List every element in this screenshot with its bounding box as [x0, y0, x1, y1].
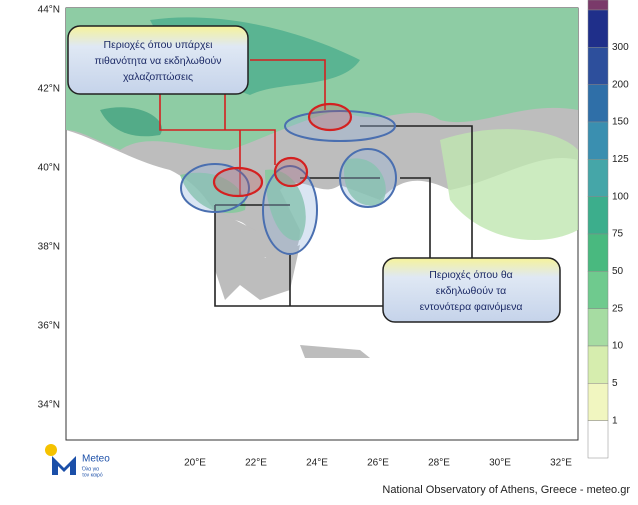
legend-label: 5	[612, 378, 618, 389]
callout-box	[382, 257, 561, 323]
callout-text: Περιοχές όπου θα	[429, 269, 513, 281]
callout-text: χαλαζοπτώσεις	[123, 71, 193, 83]
legend-label: 150	[612, 117, 629, 128]
labels: Περιοχές όπου υπάρχει πιθανότητα να εκδηλ…	[38, 0, 630, 496]
lon-label: 22°E	[245, 458, 267, 469]
lon-label: 26°E	[367, 458, 389, 469]
logo-name: Meteo	[82, 454, 110, 465]
legend-swatch	[587, 271, 609, 309]
lon-label: 24°E	[306, 458, 328, 469]
lat-label: 42°N	[38, 84, 60, 95]
lon-label: 30°E	[489, 458, 511, 469]
legend-swatch	[587, 383, 609, 421]
legend-swatch	[587, 308, 609, 347]
legend-swatch	[587, 420, 609, 459]
legend-label: 10	[612, 341, 624, 352]
legend-label: 200	[612, 79, 629, 90]
legend-swatch	[587, 233, 609, 272]
callout-text: πιθανότητα να εκδηλωθούν	[94, 55, 221, 67]
land-peloponnese	[215, 210, 300, 300]
legend-swatch	[587, 9, 609, 48]
callout-text: εντονότερα φαινόμενα	[420, 301, 523, 313]
logo-dot	[45, 444, 57, 456]
logo-tagline: Όλα για	[81, 466, 99, 472]
lat-label: 34°N	[38, 400, 60, 411]
lon-label: 20°E	[184, 458, 206, 469]
legend-label: 50	[612, 266, 624, 277]
logo-tagline: τον καιρό	[82, 471, 103, 478]
callout-text: εκδηλωθούν τα	[436, 285, 506, 297]
land-crete	[300, 345, 370, 358]
logo-mark	[52, 456, 76, 475]
lat-label: 40°N	[38, 163, 60, 174]
callout-pointers	[159, 59, 326, 195]
legend-label: 100	[612, 191, 629, 202]
lon-label: 32°E	[550, 458, 572, 469]
legend-label: 125	[612, 154, 629, 165]
legend-swatch	[587, 196, 609, 235]
lat-label: 44°N	[38, 5, 60, 16]
legend-swatch	[587, 84, 609, 123]
callout-text: Περιοχές όπου υπάρχει	[104, 39, 214, 51]
lat-label: 36°N	[38, 321, 60, 332]
legend-label: 1	[612, 415, 618, 426]
lat-label: 38°N	[38, 242, 60, 253]
callout-box	[67, 25, 249, 95]
credit: National Observatory of Athens, Greece -…	[382, 484, 630, 496]
legend-swatch	[587, 345, 609, 384]
precip-west	[100, 107, 162, 137]
legend-label: 300	[612, 42, 629, 53]
precip-east	[440, 129, 578, 240]
hail-areas	[212, 102, 353, 198]
legend-label: 25	[612, 303, 624, 314]
legend-swatch	[587, 0, 609, 11]
legend-label: 75	[612, 229, 624, 240]
lon-label: 28°E	[428, 458, 450, 469]
precip-greece	[180, 158, 386, 241]
legend-swatch	[587, 159, 609, 197]
legend-swatch	[587, 121, 609, 160]
legend-swatch	[587, 47, 609, 85]
